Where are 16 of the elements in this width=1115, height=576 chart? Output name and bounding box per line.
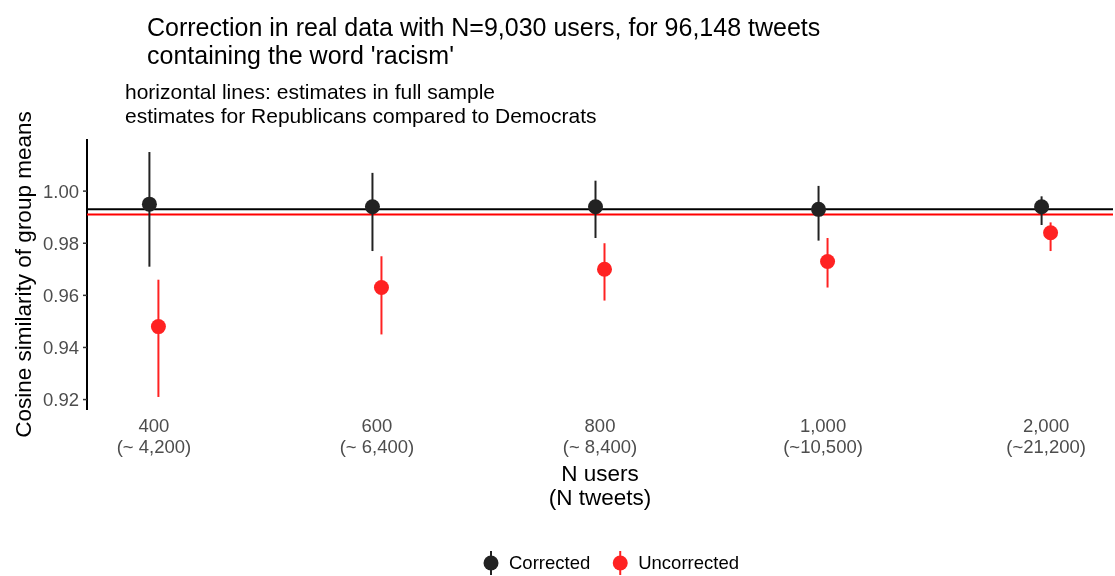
y-tick-label: 0.98 — [42, 232, 79, 254]
x-tick-label: 800 (~ 8,400) — [562, 414, 638, 457]
y-tick-label: 0.94 — [42, 336, 79, 358]
chart-subtitle: horizontal lines: estimates in full sample estimates for Republicans compared to Democrats — [125, 80, 597, 127]
x-axis-title: N users (N tweets) — [548, 461, 652, 510]
legend-label: Uncorrected — [638, 552, 739, 574]
y-tick-label: 0.92 — [42, 389, 79, 411]
y-tick-label: 1.00 — [42, 180, 79, 202]
x-tick-label: 1,000 (~10,500) — [783, 414, 863, 457]
chart-title: Correction in real data with N=9,030 users, for 96,148 tweets containing the word 'racism' — [147, 13, 821, 69]
x-tick-label: 400 (~ 4,200) — [116, 414, 192, 457]
x-tick-label: 600 (~ 6,400) — [339, 414, 415, 457]
y-tick-label: 0.96 — [42, 284, 79, 306]
y-axis-title: Cosine similarity of group means — [11, 111, 36, 438]
x-tick-label: 2,000 (~21,200) — [1006, 414, 1086, 457]
legend-label: Corrected — [509, 552, 591, 574]
